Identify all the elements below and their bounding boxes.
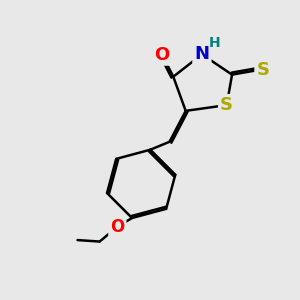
Text: H: H xyxy=(208,36,220,50)
Text: S: S xyxy=(220,96,233,114)
Text: N: N xyxy=(194,45,209,63)
Text: S: S xyxy=(256,61,269,79)
Text: O: O xyxy=(110,218,124,236)
Text: O: O xyxy=(154,46,170,64)
